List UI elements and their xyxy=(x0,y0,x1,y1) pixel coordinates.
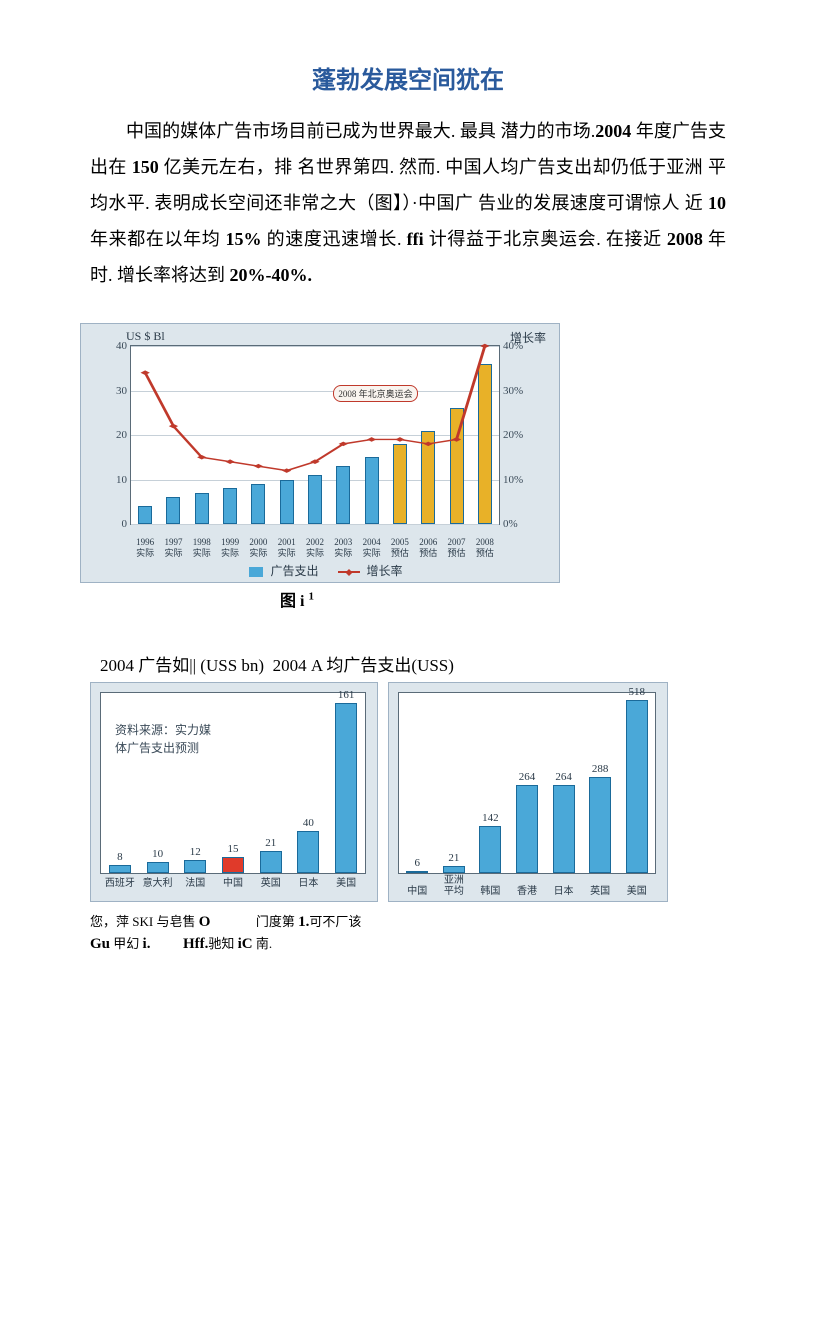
chart2-bar xyxy=(335,703,357,873)
chart1-y-left-tick: 30 xyxy=(103,385,127,397)
chart1-x-label: 2006预估 xyxy=(414,537,442,558)
chart2-x-label: 中国 xyxy=(217,879,249,890)
chart2-x-label: 意大利 xyxy=(142,879,174,890)
chart2-bar xyxy=(479,826,501,873)
chart2-value-label: 21 xyxy=(448,852,459,864)
chart1-callout: 2008 年北京奥运会 xyxy=(333,385,417,402)
chart2-bar xyxy=(147,862,169,873)
chart1-x-label: 1996实际 xyxy=(131,537,159,558)
chart2-titles: 2004 广告如|| (USS bn) 2004 A 均广告支出(USS) xyxy=(100,651,726,676)
chart1-x-label: 2001实际 xyxy=(273,537,301,558)
chart1-left-axis-title: US $ Bl xyxy=(126,329,165,344)
chart2-x-label: 法国 xyxy=(179,879,211,890)
page-title: 蓬勃发展空间犹在 xyxy=(90,60,726,95)
chart1-y-left-tick: 10 xyxy=(103,474,127,486)
chart1-y-left-tick: 20 xyxy=(103,429,127,441)
chart1-x-label: 2008预估 xyxy=(471,537,499,558)
chart1-y-right-tick: 40% xyxy=(503,340,535,352)
chart2-bar xyxy=(297,831,319,873)
chart2-value-label: 288 xyxy=(592,763,609,775)
chart2-value-label: 15 xyxy=(228,843,239,855)
chart1-x-label: 1998实际 xyxy=(188,537,216,558)
chart2-x-label: 美国 xyxy=(330,879,362,890)
chart2-bar xyxy=(109,865,131,873)
chart2-bar xyxy=(589,777,611,873)
chart1-x-label: 2004实际 xyxy=(358,537,386,558)
footer-text: 您，萍 SKI 与皂售 O 门度第 1.可不厂该 Gu 甲幻 i. Hff.驰知… xyxy=(90,912,726,956)
chart2-x-label: 英国 xyxy=(584,887,616,898)
chart1-y-right-tick: 10% xyxy=(503,474,535,486)
chart2-value-label: 518 xyxy=(628,686,645,698)
chart1-caption: 图 i 1 xyxy=(280,587,726,611)
chart1-x-label: 1997实际 xyxy=(159,537,187,558)
chart1-gridline xyxy=(131,524,499,525)
legend-bar-label: 广告支出 xyxy=(270,564,318,578)
chart1-x-label: 2005预估 xyxy=(386,537,414,558)
chart2-bar xyxy=(406,871,428,873)
chart1-y-right-tick: 20% xyxy=(503,429,535,441)
chart2-right-panel: 6 中国 21 亚洲 平均 142 韩国 264 香港 264 日本 288 英国 518 美国 xyxy=(388,682,668,902)
chart1-growth-line xyxy=(131,346,499,524)
chart1-y-left-tick: 0 xyxy=(103,518,127,530)
chart1: US $ Bl 增长率 00%1010%2020%3030%4040%1996实… xyxy=(80,323,560,583)
chart2-x-label: 韩国 xyxy=(474,887,506,898)
chart1-x-label: 2003实际 xyxy=(329,537,357,558)
chart1-y-left-tick: 40 xyxy=(103,340,127,352)
chart2-bar xyxy=(260,851,282,873)
chart2-bar xyxy=(516,785,538,873)
chart2-value-label: 8 xyxy=(117,851,123,863)
chart2-x-label: 香港 xyxy=(511,887,543,898)
chart1-container: US $ Bl 增长率 00%1010%2020%3030%4040%1996实… xyxy=(90,323,726,611)
chart2-bar xyxy=(553,785,575,873)
chart2-value-label: 264 xyxy=(555,771,572,783)
chart2-value-label: 161 xyxy=(338,689,355,701)
chart2-bar xyxy=(184,860,206,873)
chart2-bar xyxy=(222,857,244,873)
chart2-value-label: 10 xyxy=(152,848,163,860)
chart2-x-label: 日本 xyxy=(292,879,324,890)
chart2-left-panel: 资料来源：实力媒 体广告支出预测 8 西班牙 10 意大利 12 法国 15 中国 21 英国 40… xyxy=(90,682,378,902)
chart2-x-label: 西班牙 xyxy=(104,879,136,890)
chart2-bar xyxy=(443,866,465,873)
legend-line-swatch xyxy=(338,571,360,573)
chart2-x-label: 亚洲 平均 xyxy=(438,876,470,897)
chart2-x-label: 日本 xyxy=(548,887,580,898)
chart2-left-plot: 资料来源：实力媒 体广告支出预测 8西班牙10意大利12法国15中国21英国40… xyxy=(100,692,366,874)
chart2-value-label: 264 xyxy=(519,771,536,783)
chart2-x-label: 中国 xyxy=(401,887,433,898)
chart1-x-label: 2007预估 xyxy=(443,537,471,558)
chart2-right-plot: 6中国21亚洲 平均142韩国264香港264日本288英国518美国 xyxy=(398,692,656,874)
body-paragraph: 中国的媒体广告市场目前已成为世界最大. 最具 潜力的市场.2004 年度广告支出… xyxy=(90,113,726,293)
chart1-x-label: 2002实际 xyxy=(301,537,329,558)
chart2-bar xyxy=(626,700,648,873)
legend-line-label: 增长率 xyxy=(367,564,403,578)
chart2-value-label: 40 xyxy=(303,817,314,829)
chart1-y-right-tick: 0% xyxy=(503,518,535,530)
chart2-value-label: 6 xyxy=(415,857,421,869)
chart2-value-label: 142 xyxy=(482,812,499,824)
chart2-value-label: 12 xyxy=(190,846,201,858)
chart2-x-label: 英国 xyxy=(255,879,287,890)
chart2-container: 2004 广告如|| (USS bn) 2004 A 均广告支出(USS) 资料… xyxy=(90,651,726,902)
chart1-legend: 广告支出 增长率 xyxy=(80,562,560,579)
legend-bar-swatch xyxy=(249,567,263,577)
chart1-y-right-tick: 30% xyxy=(503,385,535,397)
chart2-source-text: 资料来源：实力媒 体广告支出预测 xyxy=(115,721,211,757)
chart2-x-label: 美国 xyxy=(621,887,653,898)
chart2-value-label: 21 xyxy=(265,837,276,849)
chart1-x-label: 1999实际 xyxy=(216,537,244,558)
chart1-x-label: 2000实际 xyxy=(244,537,272,558)
chart1-plot: 00%1010%2020%3030%4040%1996实际1997实际1998实… xyxy=(130,345,500,525)
